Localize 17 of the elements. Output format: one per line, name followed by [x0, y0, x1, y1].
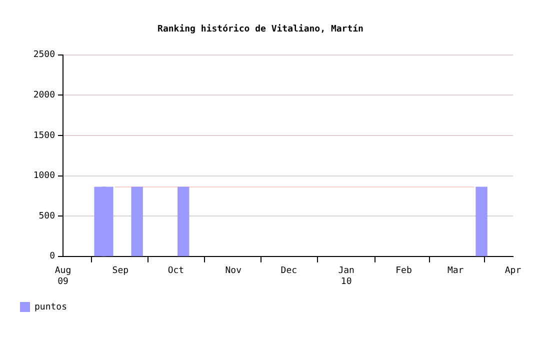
x-tick-label: Oct: [168, 266, 184, 276]
x-tick-label: Nov: [225, 266, 242, 276]
y-tick-label: 2500: [33, 50, 55, 60]
x-tick-label: Sep: [112, 266, 129, 276]
y-tick-label: 0: [50, 252, 55, 262]
x-tick-label: Feb: [396, 266, 412, 276]
y-tick-label: 1500: [33, 130, 55, 141]
y-tick-label: 2000: [33, 90, 55, 100]
y-tick-label: 1000: [33, 171, 55, 182]
x-tick-label: Aug 09: [54, 266, 72, 287]
legend-label: puntos: [34, 302, 68, 312]
x-tick-label: Jan 10: [338, 266, 354, 287]
x-tick-label: Apr: [504, 266, 522, 276]
x-tick-label: Dec: [280, 266, 298, 276]
y-tick-label: 500: [38, 211, 55, 222]
x-tick-label: Mar: [447, 266, 464, 276]
chart-title: Ranking histórico de Vitaliano, Martín: [158, 24, 364, 35]
